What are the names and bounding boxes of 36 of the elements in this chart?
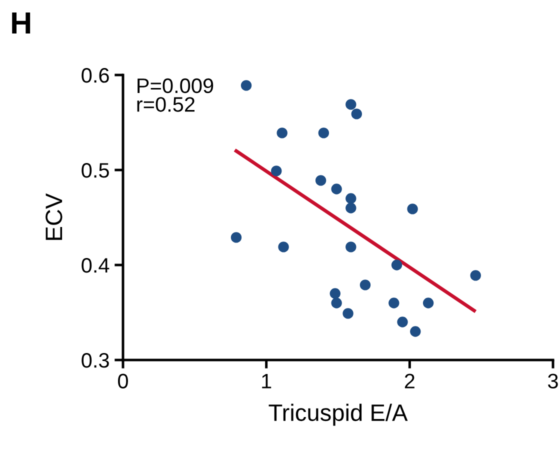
point (410, 326, 421, 337)
point (397, 316, 408, 328)
point (331, 298, 342, 308)
point (331, 184, 342, 194)
y-tick-label: 0.4 (82, 258, 110, 273)
point (346, 99, 356, 110)
point (330, 288, 340, 299)
point (240, 80, 252, 91)
point (407, 204, 418, 214)
point (230, 232, 242, 243)
chart-title: H (12, 12, 30, 34)
y-tick-label: 0.3 (82, 353, 109, 368)
y-tick-label: 0.6 (82, 68, 109, 83)
point (351, 108, 362, 120)
point (278, 242, 289, 252)
point (276, 128, 288, 138)
y-tick-label: 0.5 (82, 163, 109, 178)
point (360, 280, 371, 290)
point (346, 202, 356, 214)
y-axis-title: ECV (46, 193, 62, 240)
point (346, 242, 356, 252)
point (470, 270, 481, 281)
x-axis-title: Tricuspid E/A (268, 404, 408, 426)
point (422, 298, 434, 308)
x-tick-label: 3 (548, 374, 558, 388)
point (342, 308, 354, 319)
point (271, 166, 282, 176)
point (388, 298, 400, 308)
x-tick-label: 0 (118, 374, 128, 388)
x-tick-label: 2 (404, 374, 414, 388)
point (391, 260, 402, 270)
point (318, 128, 330, 138)
point (315, 175, 326, 186)
x-tick-label: 1 (262, 374, 272, 388)
point (346, 193, 356, 204)
annotation: P=0.009 r=0.52 (137, 78, 214, 112)
